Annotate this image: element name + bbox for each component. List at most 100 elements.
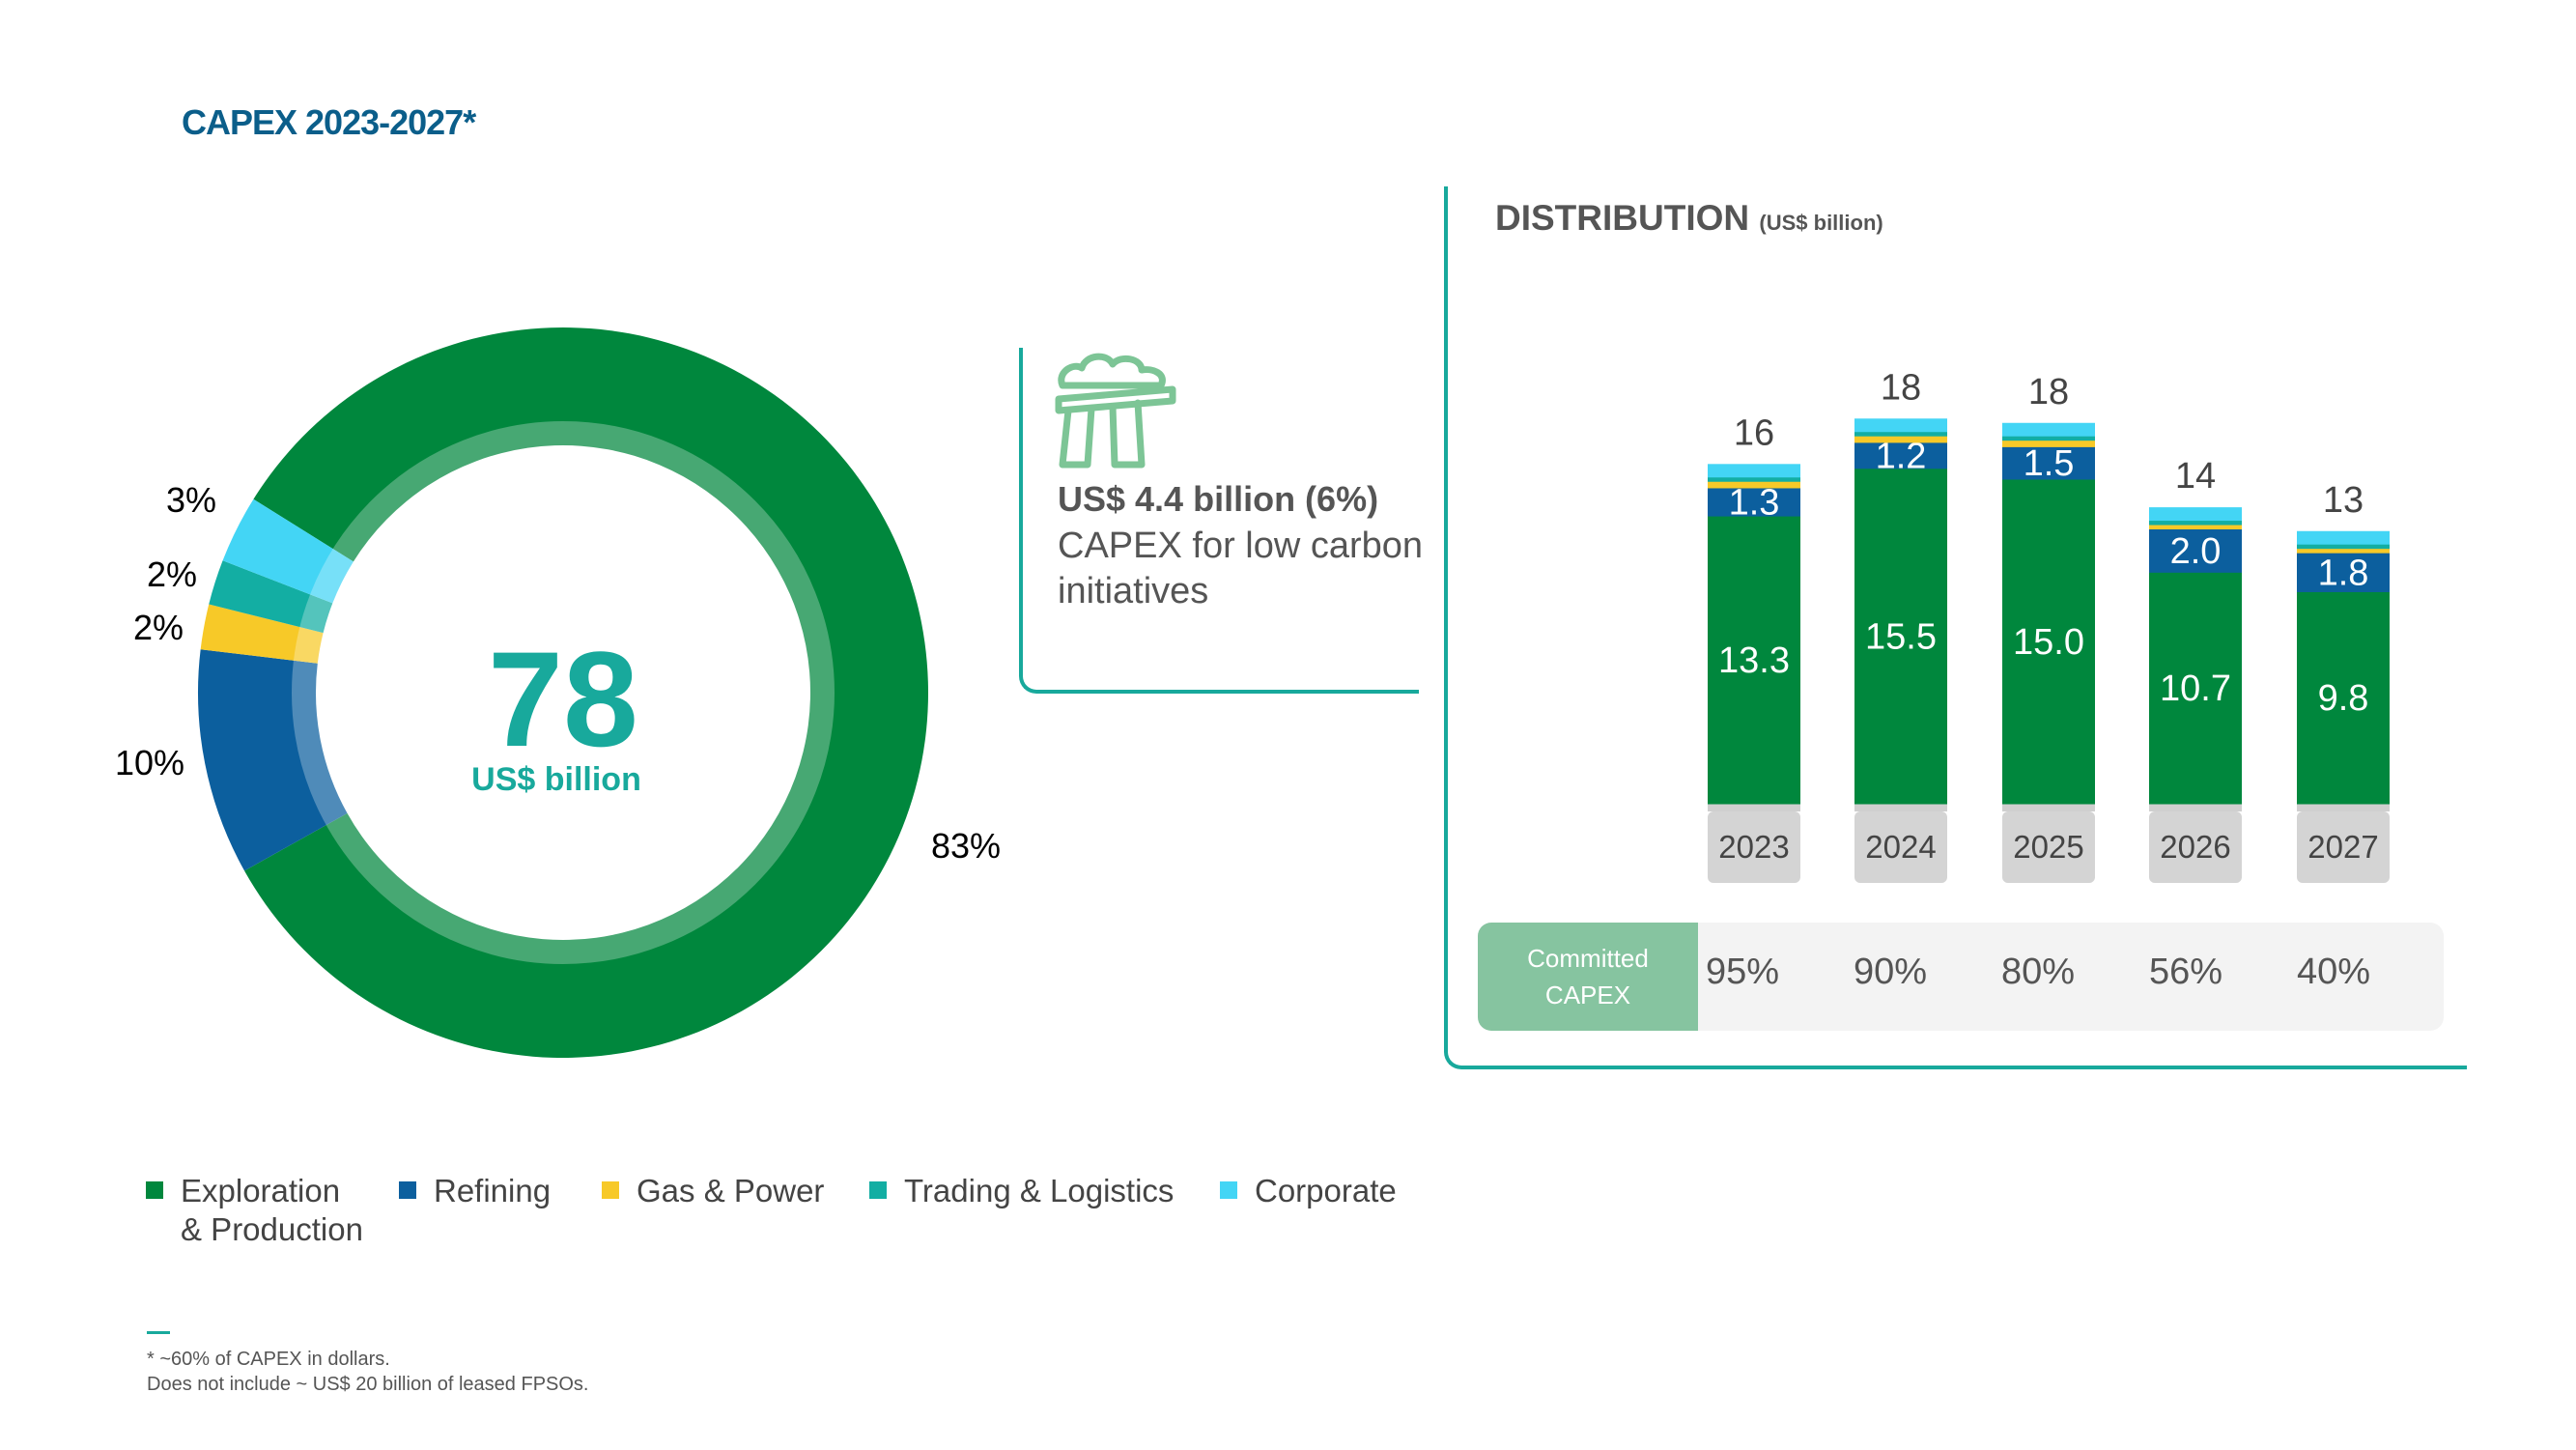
- committed-capex-2027: 40%: [2296, 952, 2371, 992]
- legend-label: Refining: [434, 1173, 552, 1208]
- bar-total-label: 18: [1881, 367, 1921, 408]
- committed-capex-label: Committed CAPEX: [1478, 923, 1698, 1031]
- year-tab: [1854, 811, 1947, 883]
- bar-segment-exploration-production: [1708, 516, 1800, 805]
- donut-slice-label: 2%: [147, 554, 197, 594]
- bar-segment-gas-power: [2297, 548, 2390, 554]
- year-tab: [2002, 811, 2095, 883]
- legend-item-refining: Refining: [399, 1172, 552, 1210]
- bar-segment-trading-logistics: [1854, 431, 1947, 437]
- bar-value-label: 2.0: [2170, 531, 2222, 572]
- donut-slice-1: [244, 327, 928, 1058]
- bar-total-label: 13: [2323, 480, 2364, 521]
- footnote-divider: [147, 1331, 170, 1334]
- bar-segment-refining: [1854, 441, 1947, 469]
- bar-value-label: 9.8: [2318, 678, 2369, 719]
- distribution-panel: [1444, 186, 2467, 1069]
- distribution-title: DISTRIBUTION (US$ billion): [1495, 198, 1883, 239]
- bar-value-label: 13.3: [1718, 640, 1790, 681]
- legend-item-trading: Trading & Logistics: [869, 1172, 1175, 1210]
- legend-label: Corporate: [1255, 1173, 1397, 1208]
- factory-smoke-icon: [1055, 353, 1176, 469]
- donut-inner-ring: [292, 421, 835, 964]
- legend-swatch: [1220, 1181, 1237, 1199]
- year-label: 2027: [2307, 829, 2378, 865]
- legend-swatch: [869, 1181, 887, 1199]
- year-label: 2026: [2160, 829, 2230, 865]
- bar-value-label: 15.5: [1865, 616, 1937, 657]
- legend-item-gas-power: Gas & Power: [602, 1172, 825, 1210]
- bar-base-strip: [2002, 804, 2095, 811]
- bar-segment-gas-power: [2149, 525, 2242, 530]
- donut-slice-label: 3%: [166, 480, 216, 520]
- legend-swatch: [602, 1181, 619, 1199]
- bar-value-label: 10.7: [2160, 668, 2231, 709]
- distribution-unit: (US$ billion): [1759, 211, 1883, 235]
- donut-slice-label: 2%: [133, 608, 184, 647]
- year-label: 2023: [1718, 829, 1789, 865]
- bar-segment-trading-logistics: [1708, 476, 1800, 482]
- bar-base-strip: [1854, 804, 1947, 811]
- bar-segment-corporate: [2149, 507, 2242, 522]
- low-carbon-callout: [1019, 348, 1419, 694]
- legend-label: Gas & Power: [637, 1173, 825, 1208]
- donut-center-value: 78: [488, 623, 638, 775]
- bar-segment-trading-logistics: [2297, 544, 2390, 550]
- legend-label: Trading & Logistics: [904, 1173, 1175, 1208]
- bar-segment-exploration-production: [2149, 572, 2242, 805]
- donut-slice-label: 83%: [931, 826, 1001, 866]
- bar-segment-exploration-production: [1854, 468, 1947, 805]
- committed-capex-2025: 80%: [2000, 952, 2076, 992]
- bar-segment-corporate: [1708, 464, 1800, 478]
- bar-base-strip: [1708, 804, 1800, 811]
- donut-slice-5: [222, 498, 354, 604]
- year-tab: [2149, 811, 2242, 883]
- legend-label: Exploration & Production: [181, 1173, 363, 1247]
- year-label: 2025: [2013, 829, 2083, 865]
- distribution-title-text: DISTRIBUTION: [1495, 198, 1750, 238]
- legend-swatch: [146, 1181, 163, 1199]
- committed-capex-2023: 95%: [1705, 952, 1780, 992]
- donut-slice-2: [198, 649, 348, 871]
- footnote-2: Does not include ~ US$ 20 billion of lea…: [147, 1374, 589, 1395]
- bar-value-label: 1.5: [2024, 443, 2075, 484]
- committed-capex-label-text: Committed CAPEX: [1527, 944, 1649, 1009]
- bar-segment-gas-power: [1854, 436, 1947, 443]
- bar-total-label: 18: [2028, 372, 2069, 412]
- bar-base-strip: [2297, 804, 2390, 811]
- legend-item-exploration: Exploration & Production: [146, 1172, 363, 1249]
- bar-value-label: 1.3: [1729, 483, 1780, 524]
- low-carbon-headline: US$ 4.4 billion (6%): [1058, 479, 1379, 519]
- bar-segment-refining: [1708, 487, 1800, 517]
- bar-segment-corporate: [2297, 530, 2390, 545]
- year-tab: [1708, 811, 1800, 883]
- donut-slice-label: 10%: [115, 743, 184, 782]
- donut-slice-4: [209, 560, 333, 634]
- bar-segment-corporate: [2002, 422, 2095, 437]
- bar-total-label: 16: [1734, 412, 1774, 453]
- bar-segment-exploration-production: [2002, 479, 2095, 805]
- bar-segment-gas-power: [2002, 440, 2095, 447]
- low-carbon-text: CAPEX for low carbon initiatives: [1058, 526, 1424, 611]
- bar-value-label: 15.0: [2013, 622, 2084, 663]
- bar-segment-refining: [2002, 446, 2095, 480]
- bar-total-label: 14: [2175, 456, 2216, 497]
- bar-segment-trading-logistics: [2002, 436, 2095, 441]
- page-title: CAPEX 2023-2027*: [182, 102, 476, 142]
- bar-value-label: 1.8: [2318, 553, 2369, 593]
- donut-center-unit: US$ billion: [471, 761, 641, 798]
- bar-segment-trading-logistics: [2149, 520, 2242, 526]
- year-label: 2024: [1865, 829, 1936, 865]
- bar-segment-refining: [2149, 528, 2242, 573]
- committed-capex-2024: 90%: [1853, 952, 1928, 992]
- donut-slice-3: [200, 604, 324, 664]
- footnote-1: * ~60% of CAPEX in dollars.: [147, 1349, 390, 1370]
- committed-capex-2026: 56%: [2148, 952, 2223, 992]
- bar-segment-exploration-production: [2297, 591, 2390, 805]
- bar-segment-corporate: [1854, 418, 1947, 433]
- legend-swatch: [399, 1181, 416, 1199]
- bar-base-strip: [2149, 804, 2242, 811]
- legend-item-corporate: Corporate: [1220, 1172, 1397, 1210]
